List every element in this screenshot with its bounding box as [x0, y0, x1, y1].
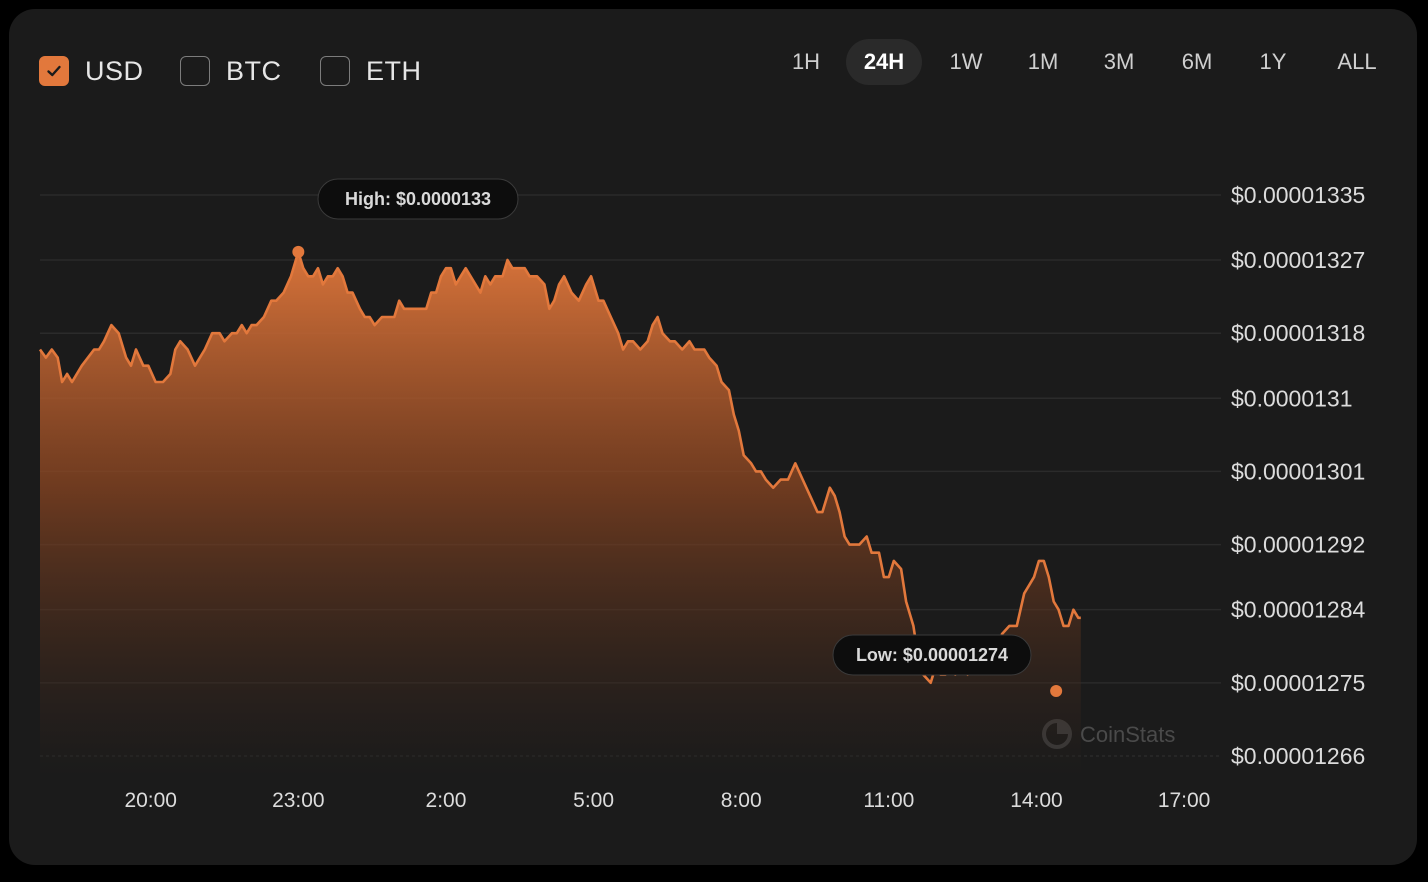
range-button-1m[interactable]: 1M: [1027, 49, 1059, 74]
price-chart-card: USD BTC ETH 1H 24H 1W 1M 3M 6M 1Y ALL Co…: [9, 9, 1417, 865]
y-tick-label: $0.00001301: [1231, 458, 1365, 484]
y-tick-label: $0.00001284: [1231, 597, 1366, 623]
check-icon: [47, 65, 61, 77]
checkbox-usd[interactable]: [39, 56, 69, 86]
watermark-text: CoinStats: [1080, 722, 1175, 747]
currency-toggle-usd[interactable]: USD: [39, 39, 144, 103]
y-tick-label: $0.00001266: [1231, 743, 1365, 769]
x-tick-label: 8:00: [721, 789, 762, 812]
checkbox-eth[interactable]: [320, 56, 350, 86]
price-area-fill: [40, 251, 1081, 776]
range-button-24h[interactable]: 24H: [846, 39, 922, 85]
currency-label-btc: BTC: [226, 55, 282, 86]
low-price-marker: [1050, 684, 1063, 697]
high-price-marker: [292, 245, 305, 258]
low-price-tooltip: [832, 634, 1032, 676]
y-tick-label: $0.0000131: [1231, 385, 1353, 411]
y-tick-label: $0.00001318: [1231, 320, 1365, 346]
range-button-all[interactable]: ALL: [1337, 49, 1377, 74]
x-tick-label: 11:00: [863, 789, 914, 812]
currency-toggle-eth[interactable]: ETH: [320, 39, 422, 103]
currency-toggle-btc[interactable]: BTC: [180, 39, 282, 103]
x-tick-label: 23:00: [272, 789, 325, 812]
price-area-chart: CoinStats $0.00001335 $0.00001327 $0.00001…: [38, 178, 1366, 812]
y-tick-label: $0.00001292: [1231, 532, 1365, 558]
x-tick-label: 14:00: [1010, 789, 1063, 812]
checkbox-btc[interactable]: [180, 56, 210, 86]
currency-label-usd: USD: [85, 55, 144, 86]
x-tick-label: 2:00: [426, 789, 467, 812]
y-tick-label: $0.00001327: [1231, 247, 1365, 273]
range-button-1h[interactable]: 1H: [791, 49, 821, 74]
high-price-tooltip: [317, 178, 519, 220]
x-tick-label: 17:00: [1158, 789, 1211, 812]
y-tick-label: $0.00001335: [1231, 182, 1365, 208]
x-tick-label: 20:00: [124, 789, 177, 812]
low-price-tooltip-text: Low: $0.00001274: [856, 645, 1008, 665]
range-button-6m[interactable]: 6M: [1181, 49, 1213, 74]
x-tick-label: 5:00: [573, 789, 614, 812]
range-button-1y[interactable]: 1Y: [1259, 49, 1287, 74]
range-button-1w[interactable]: 1W: [949, 49, 983, 74]
y-tick-label: $0.00001275: [1231, 670, 1365, 696]
currency-label-eth: ETH: [366, 55, 422, 86]
high-price-tooltip-text: High: $0.0000133: [345, 189, 491, 209]
range-button-3m[interactable]: 3M: [1103, 49, 1135, 74]
